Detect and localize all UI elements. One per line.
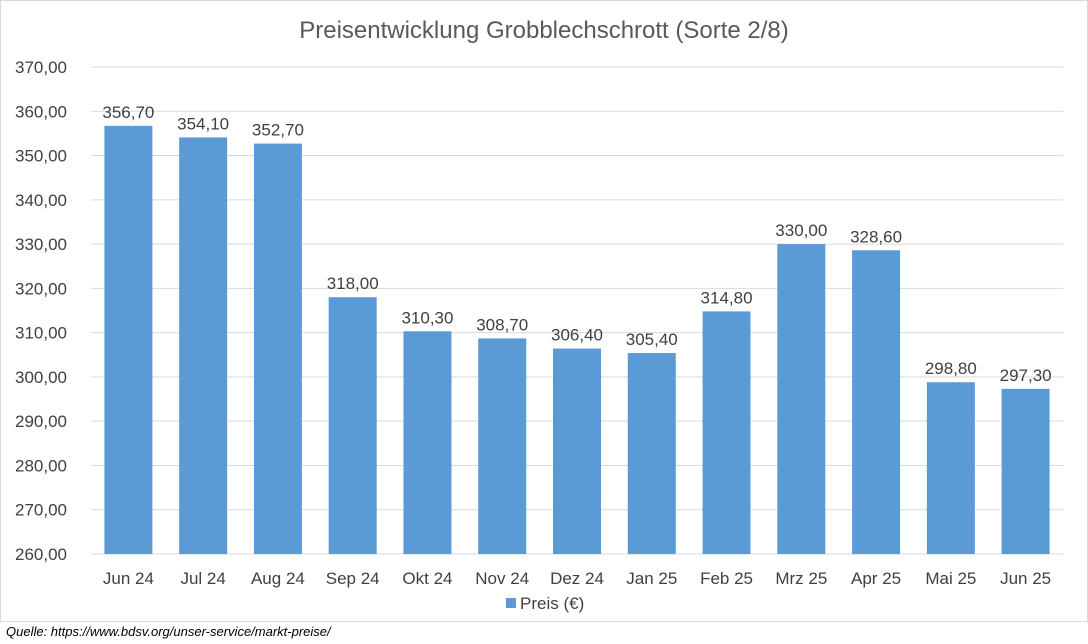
x-tick-label: Jun 24 — [103, 569, 154, 588]
x-tick-label: Jul 24 — [180, 569, 225, 588]
bar — [179, 137, 228, 555]
bar — [253, 143, 302, 555]
bar — [777, 244, 826, 554]
data-label: 297,30 — [1000, 366, 1052, 385]
data-label: 354,10 — [177, 114, 229, 133]
bar — [104, 125, 153, 555]
data-label: 318,00 — [327, 274, 379, 293]
bar — [627, 353, 676, 554]
y-tick-label: 330,00 — [15, 235, 67, 254]
y-axis-tick-labels: 260,00 270,00 280,00 290,00 300,00 310,00 320,… — [15, 58, 67, 564]
y-tick-label: 260,00 — [15, 545, 67, 564]
x-tick-label: Sep 24 — [326, 569, 380, 588]
data-label: 352,70 — [252, 121, 304, 140]
x-tick-label: Aug 24 — [251, 569, 305, 588]
y-tick-label: 300,00 — [15, 368, 67, 387]
chart-title: Preisentwicklung Grobblechschrott (Sorte… — [299, 17, 789, 44]
y-tick-label: 280,00 — [15, 456, 67, 475]
bar — [478, 338, 527, 554]
data-labels: 356,70 354,10 352,70 318,00 310,30 308,70 306,… — [102, 103, 1051, 385]
bar — [403, 331, 452, 554]
data-label: 314,80 — [701, 288, 753, 307]
x-tick-label: Okt 24 — [402, 569, 452, 588]
y-tick-label: 340,00 — [15, 191, 67, 210]
x-axis-tick-labels: Jun 24 Jul 24 Aug 24 Sep 24 Okt 24 Nov 24 Dez … — [103, 569, 1051, 588]
x-tick-label: Jun 25 — [1000, 569, 1051, 588]
data-label: 356,70 — [102, 103, 154, 122]
source-note: Quelle: https://www.bdsv.org/unser-servi… — [6, 624, 331, 639]
x-tick-label: Mai 25 — [925, 569, 976, 588]
x-tick-label: Nov 24 — [475, 569, 529, 588]
x-tick-label: Apr 25 — [851, 569, 901, 588]
data-label: 305,40 — [626, 330, 678, 349]
bar — [702, 311, 751, 554]
legend-swatch — [506, 598, 516, 608]
x-tick-label: Dez 24 — [550, 569, 604, 588]
y-tick-label: 310,00 — [15, 324, 67, 343]
x-tick-label: Jan 25 — [626, 569, 677, 588]
data-label: 310,30 — [401, 308, 453, 327]
legend: Preis (€) — [506, 594, 584, 613]
y-tick-label: 360,00 — [15, 102, 67, 121]
y-tick-label: 350,00 — [15, 147, 67, 166]
bar-chart: Preisentwicklung Grobblechschrott (Sorte… — [15, 17, 1063, 613]
y-tick-label: 290,00 — [15, 412, 67, 431]
chart-frame: Preisentwicklung Grobblechschrott (Sorte… — [0, 0, 1088, 622]
y-tick-label: 320,00 — [15, 279, 67, 298]
bar — [328, 297, 377, 554]
x-tick-label: Feb 25 — [700, 569, 753, 588]
legend-label-preis: Preis (€) — [520, 594, 584, 613]
y-tick-label: 370,00 — [15, 58, 67, 77]
bar — [852, 250, 901, 554]
bar — [1001, 388, 1050, 554]
bars — [104, 125, 1050, 555]
bar — [553, 348, 601, 554]
data-label: 328,60 — [850, 227, 902, 246]
data-label: 298,80 — [925, 359, 977, 378]
data-label: 308,70 — [476, 315, 528, 334]
data-label: 330,00 — [775, 221, 827, 240]
y-tick-label: 270,00 — [15, 501, 67, 520]
data-label: 306,40 — [551, 326, 603, 345]
bar — [926, 382, 975, 554]
x-tick-label: Mrz 25 — [775, 569, 827, 588]
